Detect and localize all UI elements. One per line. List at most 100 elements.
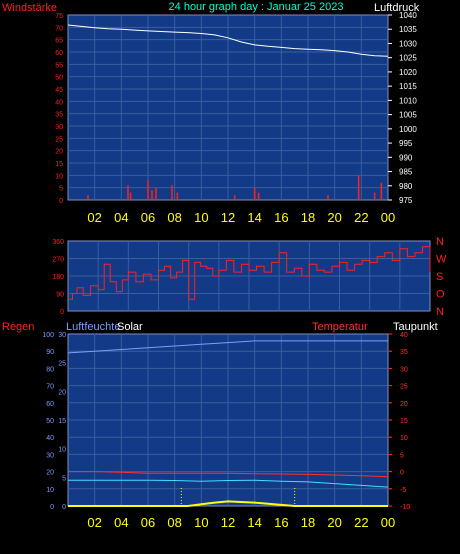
windstaerke-label: Windstärke xyxy=(2,2,57,14)
x-tick-label: 14 xyxy=(247,515,261,530)
wind-axis-tick: 45 xyxy=(55,87,63,94)
rain-axis-tick: 30 xyxy=(58,332,66,339)
direction-axis-tick: 360 xyxy=(52,239,64,246)
humidity-axis-tick: 20 xyxy=(46,470,54,477)
humidity-axis-tick: 60 xyxy=(46,401,54,408)
x-tick-label: 20 xyxy=(327,210,341,225)
pressure-axis-tick: 1005 xyxy=(399,111,417,120)
wind-axis-tick: 40 xyxy=(55,99,63,106)
x-tick-label: 02 xyxy=(87,210,101,225)
pressure-axis-tick: 1030 xyxy=(399,39,417,48)
temperature-axis-tick: 10 xyxy=(400,435,408,442)
wind-axis-tick: 0 xyxy=(59,198,63,205)
panel1-x-ticks: 02 04 06 08 10 12 14 16 18 20 22 00 xyxy=(87,210,395,225)
wind-axis-tick: 70 xyxy=(55,25,63,32)
compass-label: O xyxy=(436,289,445,301)
humidity-line xyxy=(67,340,388,354)
temperature-axis-tick: 5 xyxy=(400,452,404,459)
chart-title: 24 hour graph day : Januar 25 2023 xyxy=(169,1,344,13)
humidity-axis-tick: 10 xyxy=(46,487,54,494)
panel3-axes: 0 10 20 30 40 50 60 70 80 90 100 0 5 10 15 20 25 30 -10 -5 0… xyxy=(42,332,410,511)
panel3-grid xyxy=(68,334,388,506)
temperature-axis-tick: -5 xyxy=(400,487,406,494)
x-tick-label: 12 xyxy=(221,210,235,225)
temperature-axis-tick: 0 xyxy=(400,470,404,477)
wind-axis-tick: 30 xyxy=(55,124,63,131)
direction-axis-tick: 90 xyxy=(56,292,64,299)
temperature-axis-tick: -10 xyxy=(400,504,410,511)
x-tick-label: 18 xyxy=(301,515,315,530)
compass-label: N xyxy=(436,236,444,248)
rain-axis-tick: 25 xyxy=(58,361,66,368)
wind-axis-tick: 65 xyxy=(55,38,63,45)
dewpoint-line xyxy=(68,479,389,488)
temperature-axis-tick: 15 xyxy=(400,418,408,425)
temperature-axis-tick: 35 xyxy=(400,349,408,356)
panel3-x-ticks: 02 04 06 08 10 12 14 16 18 20 22 00 xyxy=(87,515,395,530)
humidity-axis-tick: 0 xyxy=(50,504,54,511)
direction-axis-tick: 270 xyxy=(52,257,64,264)
pressure-axis-tick: 1025 xyxy=(399,54,417,63)
pressure-axis-tick: 985 xyxy=(399,168,413,177)
wind-axis-tick: 35 xyxy=(55,112,63,119)
wind-axis-tick: 25 xyxy=(55,136,63,143)
temperature-line xyxy=(68,471,389,478)
x-tick-label: 06 xyxy=(141,210,155,225)
wind-axis-tick: 15 xyxy=(55,161,63,168)
x-tick-label: 16 xyxy=(274,210,288,225)
temperature-axis-tick: 40 xyxy=(400,332,408,339)
solar-label: Solar xyxy=(117,321,143,333)
x-tick-label: 04 xyxy=(114,515,128,530)
pressure-axis-tick: 1015 xyxy=(399,82,417,91)
pressure-axis-tick: 1035 xyxy=(399,25,417,34)
x-tick-label: 10 xyxy=(194,515,208,530)
pressure-axis-tick: 995 xyxy=(399,139,413,148)
temperature-axis-tick: 20 xyxy=(400,401,408,408)
panel1-grid xyxy=(68,15,388,200)
wind-axis-tick: 50 xyxy=(55,75,63,82)
x-tick-label: 04 xyxy=(114,210,128,225)
wind-axis-tick: 60 xyxy=(55,50,63,57)
wind-axis-tick: 20 xyxy=(55,149,63,156)
wind-axis-tick: 55 xyxy=(55,62,63,69)
humidity-axis-tick: 70 xyxy=(46,384,54,391)
x-tick-label: 02 xyxy=(87,515,101,530)
compass-label: S xyxy=(436,271,443,283)
solar-line xyxy=(68,500,388,507)
luftfeuchte-label: Luftfeuchte xyxy=(66,321,120,333)
humidity-axis-tick: 50 xyxy=(46,418,54,425)
pressure-axis-tick: 1000 xyxy=(399,125,417,134)
pressure-line xyxy=(67,24,389,57)
luftdruck-label: Luftdruck xyxy=(374,2,420,14)
pressure-axis-tick: 1010 xyxy=(399,96,417,105)
rain-axis-tick: 20 xyxy=(58,389,66,396)
temperature-axis-tick: 25 xyxy=(400,384,408,391)
x-tick-label: 14 xyxy=(247,210,261,225)
humidity-axis-tick: 100 xyxy=(42,332,54,339)
compass-label: N xyxy=(436,306,444,318)
direction-axis-tick: 0 xyxy=(60,309,64,316)
humidity-axis-tick: 40 xyxy=(46,435,54,442)
x-tick-label: 12 xyxy=(221,515,235,530)
compass-label: W xyxy=(436,254,447,266)
rain-axis-tick: 5 xyxy=(62,475,66,482)
panel1-data xyxy=(67,24,389,200)
regen-label: Regen xyxy=(2,321,34,333)
panel1-axes: 0510152025303540455055606570759759809859… xyxy=(55,11,417,205)
x-tick-label: 22 xyxy=(354,210,368,225)
panel3-data xyxy=(67,340,389,507)
pressure-axis-tick: 990 xyxy=(399,153,413,162)
wind-axis-tick: 75 xyxy=(55,13,63,20)
rain-axis-tick: 0 xyxy=(62,504,66,511)
x-tick-label: 00 xyxy=(381,210,395,225)
humidity-axis-tick: 30 xyxy=(46,452,54,459)
x-tick-label: 08 xyxy=(167,515,181,530)
rain-axis-tick: 15 xyxy=(58,418,66,425)
humidity-axis-tick: 80 xyxy=(46,366,54,373)
x-tick-label: 18 xyxy=(301,210,315,225)
temperatur-label: Temperatur xyxy=(312,321,368,333)
x-tick-label: 10 xyxy=(194,210,208,225)
pressure-axis-tick: 1020 xyxy=(399,68,417,77)
x-tick-label: 08 xyxy=(167,210,181,225)
